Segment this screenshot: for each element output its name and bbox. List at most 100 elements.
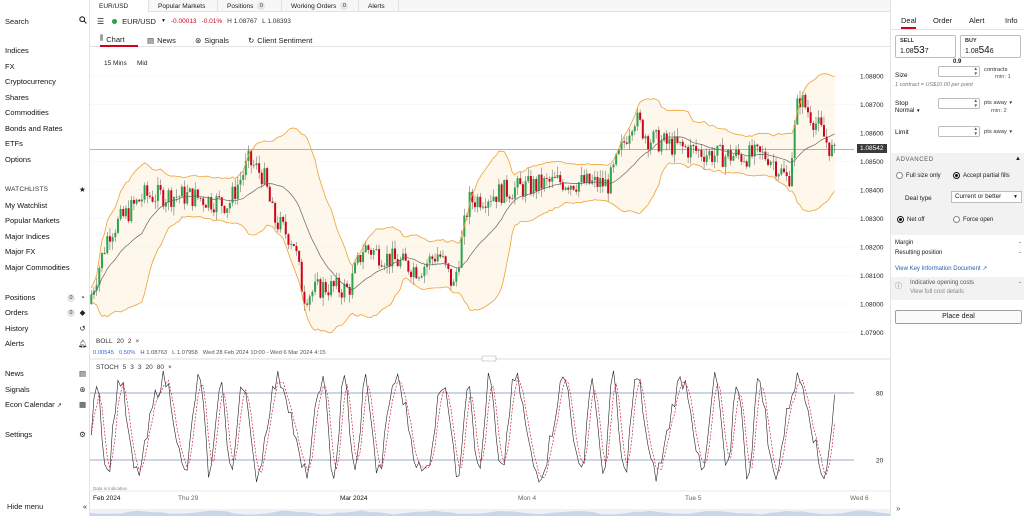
- stop-type-select[interactable]: Normal ▼: [895, 108, 920, 114]
- close-icon[interactable]: ×: [167, 364, 172, 371]
- candle-up: [135, 199, 138, 204]
- sidebar-item-positions[interactable]: Positions 0 ◔: [5, 292, 87, 303]
- candle-down: [471, 191, 474, 203]
- chart-canvas[interactable]: 1.08800 1.08700 1.08600 1.08500 1.08400 1.083…: [90, 48, 890, 516]
- tab-alerts[interactable]: Alerts: [359, 0, 399, 12]
- candle-up: [524, 181, 527, 196]
- candle-up: [591, 180, 594, 184]
- candle-up: [436, 254, 439, 262]
- deal-type-select[interactable]: Current or better ▼: [951, 191, 1022, 203]
- buy-button[interactable]: BUY 1.08546: [960, 35, 1021, 58]
- refresh-icon: ↻: [248, 35, 255, 45]
- tab-deal[interactable]: Deal: [901, 16, 917, 29]
- data-indicative-note: Data is indicative: [93, 486, 128, 491]
- candle-up: [239, 179, 242, 185]
- subtab-chart[interactable]: ⫼ Chart: [100, 33, 138, 47]
- stoch-d-line: [91, 376, 835, 478]
- tab-alert[interactable]: Alert: [969, 16, 985, 25]
- sell-price-prefix: 1.08: [900, 48, 914, 55]
- watchlist-my-watchlist[interactable]: My Watchlist: [5, 200, 87, 211]
- sidebar-item-cryptocurrency[interactable]: Cryptocurrency: [5, 76, 87, 87]
- interval-selector[interactable]: 15 Mins: [104, 60, 127, 67]
- price-axis-label: 1.08600: [860, 131, 884, 138]
- sidebar-item-etfs[interactable]: ETFs: [5, 138, 87, 149]
- limit-input[interactable]: ▲ ▼: [938, 126, 980, 137]
- sidebar-item-econ-calendar[interactable]: Econ Calendar ↗ ▦: [5, 399, 87, 410]
- link-label: View Key Information Document: [895, 266, 981, 272]
- tab-info[interactable]: Info: [1005, 16, 1018, 25]
- tab-order[interactable]: Order: [933, 16, 953, 25]
- watchlist-major-commodities[interactable]: Major Commodities: [5, 262, 87, 273]
- candle-down: [473, 202, 476, 208]
- sidebar-item-shares[interactable]: Shares: [5, 92, 87, 103]
- stop-input[interactable]: ▲ ▼: [938, 98, 980, 109]
- indicator-param: 80: [156, 364, 164, 371]
- candle-down: [559, 175, 562, 183]
- watchlist-major-indices[interactable]: Major Indices: [5, 231, 87, 242]
- candle-down: [711, 151, 714, 162]
- stepper-icon[interactable]: ▲ ▼: [973, 126, 978, 136]
- subtab-signals[interactable]: ⊛ Signals: [195, 33, 229, 47]
- candle-up: [111, 237, 114, 242]
- search-button[interactable]: Search: [5, 15, 87, 27]
- candle-down: [500, 184, 503, 203]
- tab-positions[interactable]: Positions 0: [218, 0, 282, 12]
- range-change-percent: 0.50%: [118, 350, 136, 356]
- chart-area[interactable]: 1.08800 1.08700 1.08600 1.08500 1.08400 1.083…: [90, 48, 890, 516]
- tab-working-orders[interactable]: Working Orders 0: [282, 0, 359, 12]
- net-off-radio[interactable]: Net off: [897, 216, 925, 223]
- pane-resize-handle[interactable]: [481, 355, 497, 362]
- limit-unit-select[interactable]: pts away ▼: [984, 129, 1013, 135]
- watchlist-major-fx[interactable]: Major FX: [5, 246, 87, 257]
- full-size-only-radio[interactable]: Full size only: [896, 172, 941, 179]
- stepper-icon[interactable]: ▲ ▼: [973, 66, 978, 76]
- double-chevron-right-icon[interactable]: »: [896, 504, 901, 513]
- subtab-client-sentiment[interactable]: ↻ Client Sentiment: [248, 33, 312, 47]
- close-icon[interactable]: ×: [135, 338, 140, 345]
- sidebar-item-orders[interactable]: Orders 0 ◆: [5, 307, 87, 318]
- sidebar-item-alerts[interactable]: Alerts 🔔︎: [5, 338, 88, 349]
- instrument-name[interactable]: EUR/USD: [122, 16, 156, 26]
- tab-eur-usd[interactable]: EUR/USD: [90, 0, 149, 12]
- candle-down: [788, 176, 791, 187]
- stop-unit-select[interactable]: pts away ▼: [984, 100, 1013, 106]
- sell-button[interactable]: SELL 1.08537: [895, 35, 956, 58]
- watchlist-popular-markets[interactable]: Popular Markets: [5, 215, 87, 226]
- star-icon[interactable]: ★: [79, 185, 86, 194]
- candle-up: [735, 149, 738, 157]
- candle-up: [732, 156, 735, 161]
- newspaper-icon: ▤: [147, 35, 155, 45]
- candle-down: [218, 196, 221, 198]
- price-type-selector[interactable]: Mid: [137, 60, 148, 67]
- chevron-up-icon[interactable]: ▲: [1015, 156, 1021, 162]
- place-deal-button[interactable]: Place deal: [895, 310, 1022, 324]
- sidebar-item-label: Options: [5, 155, 31, 164]
- sidebar-item-commodities[interactable]: Commodities: [5, 107, 87, 118]
- candle-up: [633, 126, 636, 132]
- indicator-param: 3: [137, 364, 142, 371]
- accept-partial-fills-radio[interactable]: Accept partial fills: [953, 172, 1010, 179]
- candle-up: [727, 149, 730, 157]
- force-open-radio[interactable]: Force open: [953, 216, 993, 223]
- sidebar-item-fx[interactable]: FX: [5, 61, 87, 72]
- sidebar-item-options[interactable]: Options: [5, 154, 87, 165]
- sidebar-item-indices[interactable]: Indices: [5, 45, 87, 56]
- sidebar-item-signals[interactable]: Signals ⊛: [5, 384, 87, 395]
- key-information-document-link[interactable]: View Key Information Document ↗: [895, 265, 987, 272]
- sidebar-item-history[interactable]: History ↺: [5, 323, 87, 334]
- sidebar-item-news[interactable]: News ▤: [5, 368, 87, 379]
- hide-menu-button[interactable]: Hide menu «: [7, 502, 87, 511]
- sidebar-item-settings[interactable]: Settings ⚙: [5, 429, 87, 440]
- subtab-news[interactable]: ▤ News: [147, 33, 176, 47]
- chevron-down-icon[interactable]: ▼: [160, 18, 166, 24]
- view-full-cost-details-link[interactable]: View full cost details: [910, 289, 964, 295]
- candle-down: [583, 174, 586, 183]
- candle-down: [276, 222, 279, 230]
- candle-up: [620, 141, 623, 150]
- size-input[interactable]: ▲ ▼: [938, 66, 980, 77]
- menu-icon[interactable]: ☰: [97, 16, 105, 26]
- candle-down: [625, 142, 628, 144]
- sidebar-item-bonds-and-rates[interactable]: Bonds and Rates: [5, 123, 87, 134]
- tab-popular-markets[interactable]: Popular Markets: [149, 0, 218, 12]
- stepper-icon[interactable]: ▲ ▼: [973, 98, 978, 108]
